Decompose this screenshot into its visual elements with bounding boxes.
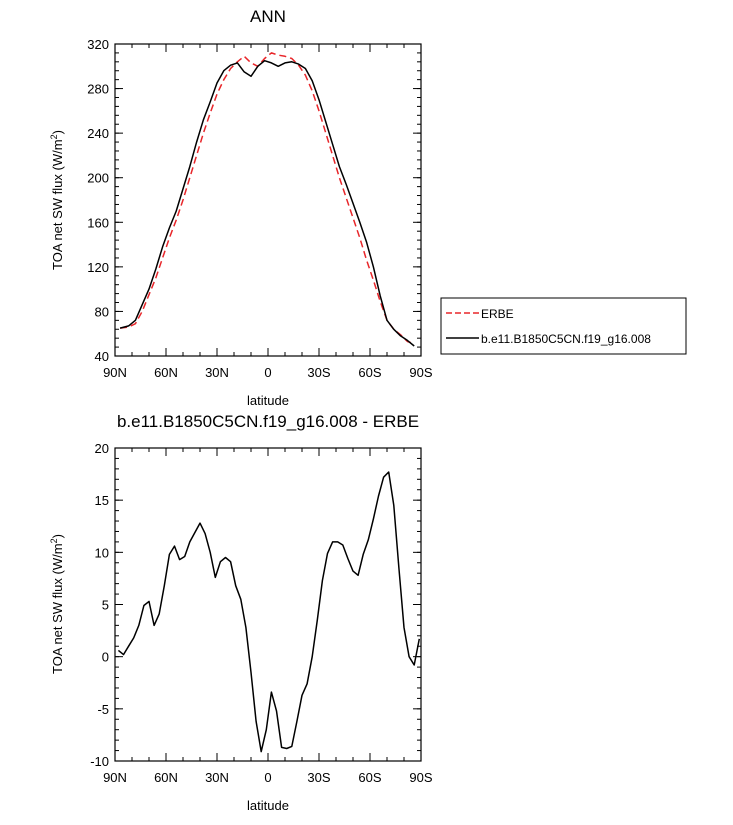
y-tick-label: 280 xyxy=(87,82,109,97)
chart-difference: b.e11.B1850C5CN.f19_g16.008 - ERBE 90N 60… xyxy=(49,412,433,813)
x-tick-label: 30S xyxy=(307,365,330,380)
y-tick-label: 160 xyxy=(87,215,109,230)
x-tick-label: 0 xyxy=(264,770,271,785)
y-tick-label: 10 xyxy=(95,545,109,560)
x-tick-label: 90N xyxy=(103,770,127,785)
y-tick-label: -10 xyxy=(90,754,109,769)
y-tick-label: 200 xyxy=(87,171,109,186)
y-axis-label-main: TOA net SW flux (W/m xyxy=(50,139,65,270)
chart-title: ANN xyxy=(250,7,286,26)
x-tick-label: 30N xyxy=(205,770,229,785)
x-tick-label: 60S xyxy=(358,770,381,785)
x-tick-label: 60S xyxy=(358,365,381,380)
series-line-model xyxy=(117,471,421,753)
y-axis-label-tail: ) xyxy=(50,534,65,538)
x-tick-label: 90S xyxy=(409,770,432,785)
y-axis-label-tail: ) xyxy=(50,130,65,134)
y-tick-label: 320 xyxy=(87,37,109,52)
y-axis-label-sup: 2 xyxy=(49,538,59,543)
y-axis-label: TOA net SW flux (W/m2) xyxy=(49,534,65,674)
x-tick-label: 60N xyxy=(154,365,178,380)
y-axis-label-sup: 2 xyxy=(49,134,59,139)
x-axis-label: latitude xyxy=(247,393,289,408)
y-tick-label: 80 xyxy=(95,304,109,319)
legend-label-erbe: ERBE xyxy=(481,307,514,321)
x-tick-label: 60N xyxy=(154,770,178,785)
y-axis-label: TOA net SW flux (W/m2) xyxy=(49,130,65,270)
y-tick-label: 40 xyxy=(95,349,109,364)
x-tick-label: 30N xyxy=(205,365,229,380)
y-tick-label: 15 xyxy=(95,493,109,508)
y-tick-label: 0 xyxy=(102,650,109,665)
series-line-model xyxy=(119,59,415,347)
y-tick-label: 20 xyxy=(95,441,109,456)
y-tick-label: 240 xyxy=(87,126,109,141)
x-axis-label: latitude xyxy=(247,798,289,813)
y-tick-label: -5 xyxy=(97,702,109,717)
series-line-erbe xyxy=(120,52,415,345)
y-tick-label: 120 xyxy=(87,260,109,275)
legend-label-model: b.e11.B1850C5CN.f19_g16.008 xyxy=(481,332,651,346)
chart-annual: ANN 90N 60N 30N 0 30S 60S 90S 40 80 120 160 200 240 2… xyxy=(49,7,687,408)
x-tick-label: 90N xyxy=(103,365,127,380)
y-tick-label: 5 xyxy=(102,598,109,613)
y-axis-label-main: TOA net SW flux (W/m xyxy=(50,543,65,674)
chart-title: b.e11.B1850C5CN.f19_g16.008 - ERBE xyxy=(117,412,419,431)
x-tick-label: 90S xyxy=(409,365,432,380)
legend: ERBE b.e11.B1850C5CN.f19_g16.008 xyxy=(440,297,687,355)
x-tick-label: 0 xyxy=(264,365,271,380)
x-tick-label: 30S xyxy=(307,770,330,785)
legend-box xyxy=(440,297,687,355)
